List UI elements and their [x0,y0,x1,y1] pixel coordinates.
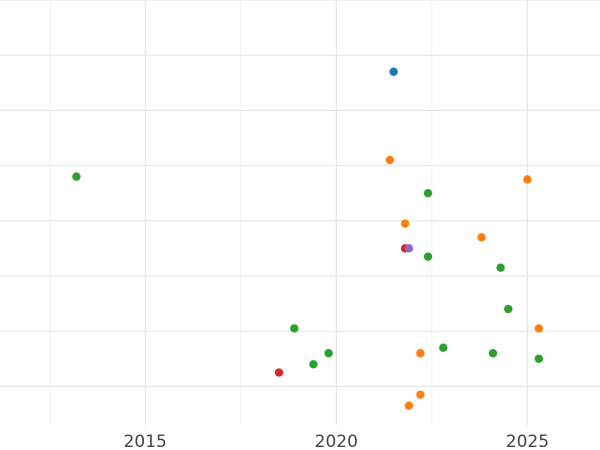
point-series-1-1 [523,175,532,184]
point-series-2-10 [309,360,318,369]
point-series-2-4 [504,304,513,314]
point-series-2-1 [423,188,433,198]
point-series-1-0 [385,155,395,165]
point-series-2-6 [439,343,448,352]
point-series-1-5 [534,324,544,333]
point-series-1-8 [404,401,414,410]
point-series-2-0 [72,172,81,181]
x-tick-label-0: 2015 [124,432,167,450]
x-tick-label-2: 2025 [506,432,549,450]
point-series-1-3 [477,233,486,242]
data-points [72,67,544,410]
point-series-0-0 [389,67,398,76]
point-series-4-0 [404,244,414,253]
point-series-1-7 [416,390,425,399]
point-series-2-3 [496,263,505,272]
grid [0,0,600,425]
point-series-2-7 [324,349,333,358]
point-series-2-8 [488,349,498,358]
point-series-1-2 [400,219,410,228]
point-series-2-9 [534,354,544,363]
point-series-2-2 [423,252,433,261]
x-axis-tick-labels: 2015 2020 2025 [124,432,549,450]
x-tick-label-1: 2020 [315,432,358,450]
point-series-1-6 [416,349,425,358]
point-series-2-5 [290,324,299,333]
point-series-3-1 [274,368,284,377]
